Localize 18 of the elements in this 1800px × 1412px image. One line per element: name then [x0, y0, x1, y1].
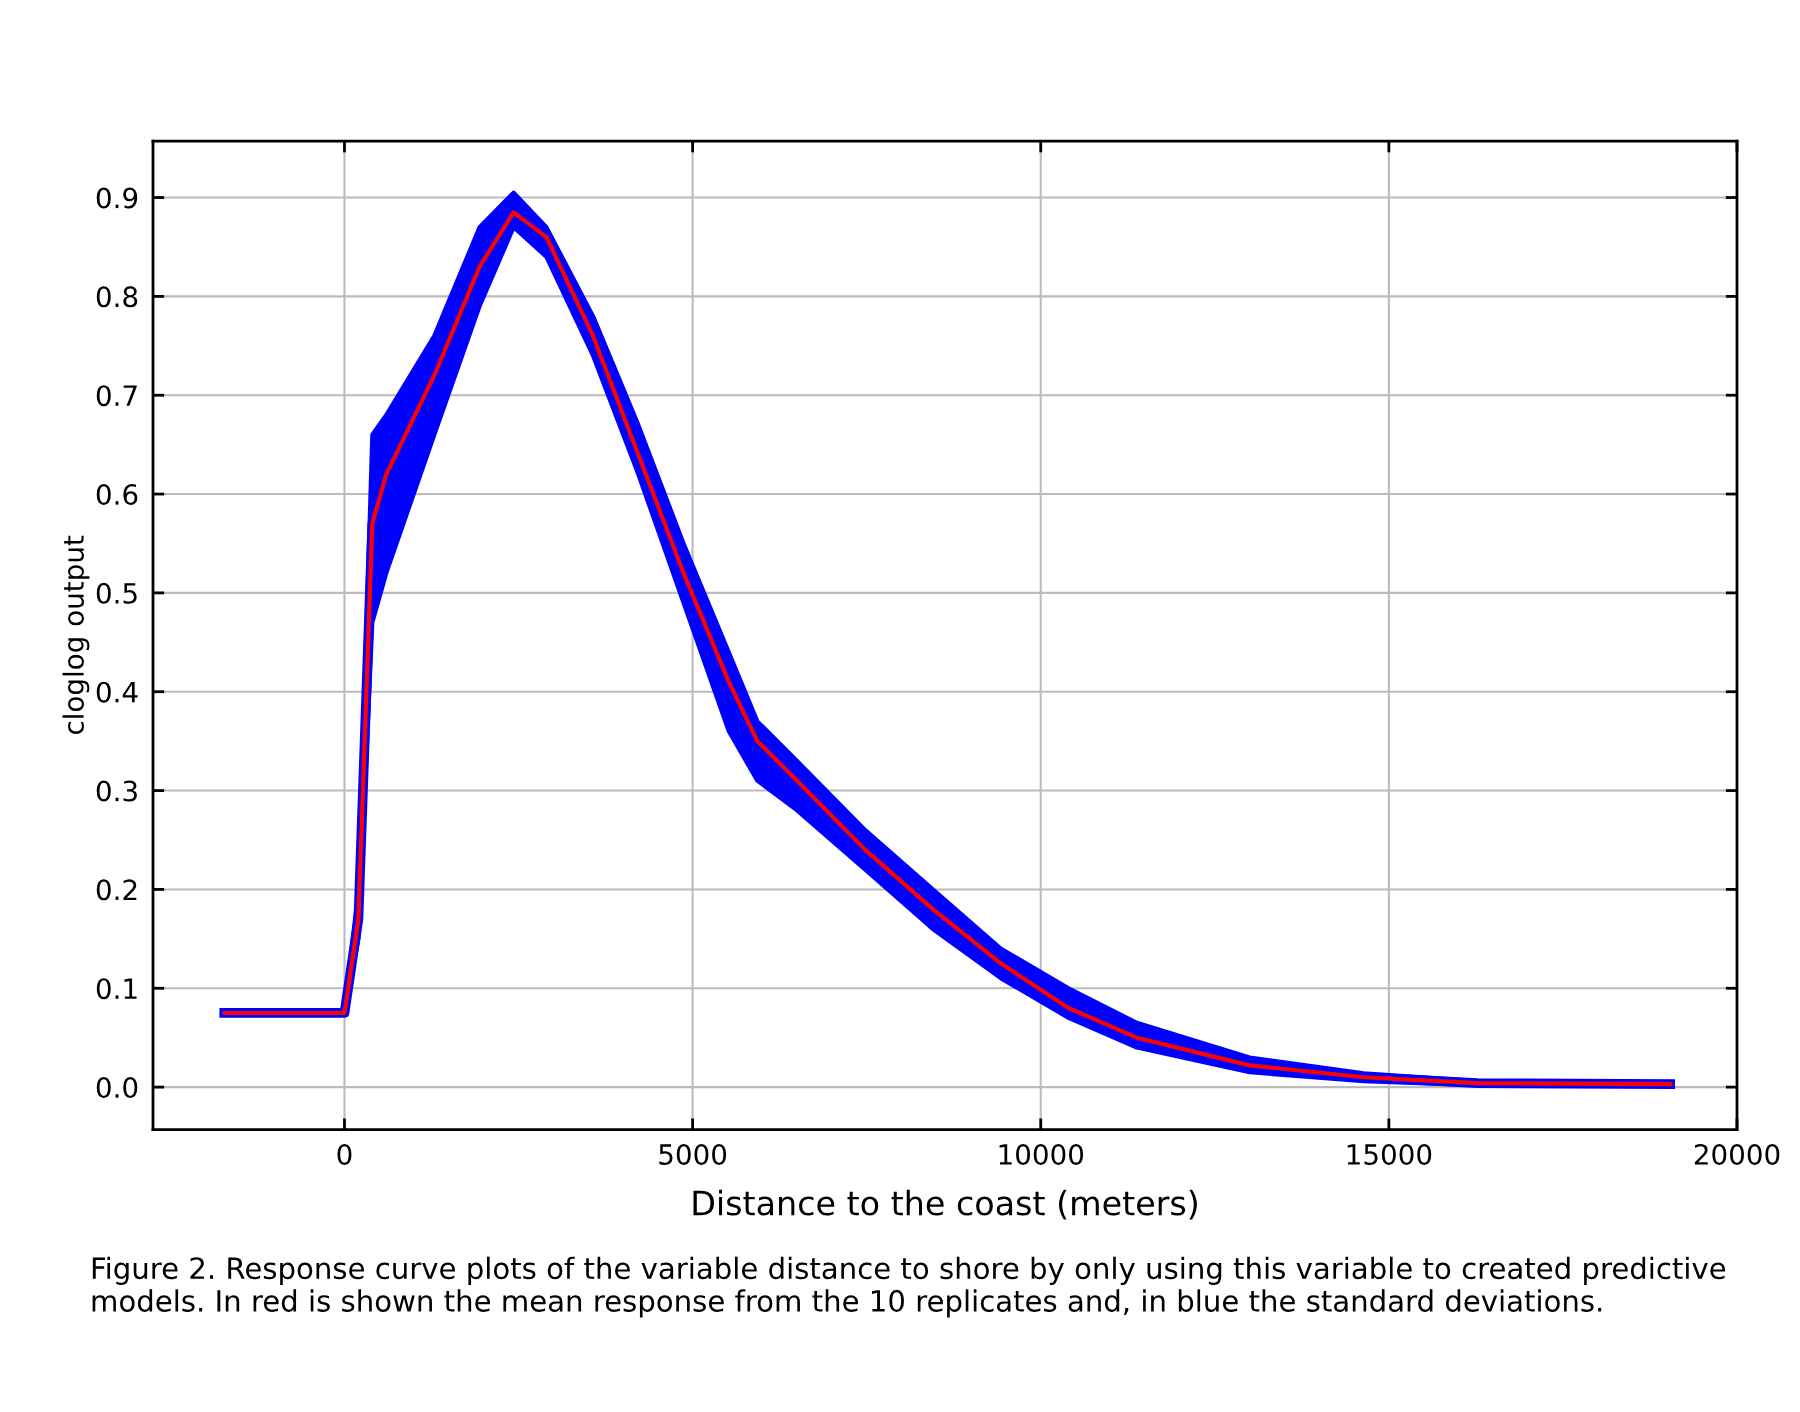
y-tick-label: 0.0: [96, 1077, 138, 1099]
y-tick-label: 0.3: [96, 780, 137, 802]
y-tick-label: 0.4: [96, 681, 138, 703]
x-tick-label: 0: [337, 1143, 352, 1165]
x-tick-label: 20000: [1694, 1143, 1780, 1165]
y-tick-label: 0.1: [96, 978, 137, 1000]
y-tick-label: 0.2: [96, 879, 137, 901]
x-tick-label: 10000: [999, 1143, 1084, 1165]
caption: Figure 2. Response curve plots of the variable distance to shore by only using this variable to created predictive models. In red is shown the mean response from the 10 replicates and, in blue the standard deviations.: [92, 1256, 1726, 1318]
y-tick-label: 0.8: [96, 286, 138, 308]
y-tick-label: 0.7: [96, 385, 137, 407]
y-tick-label: 0.6: [96, 484, 138, 506]
y-tick-label: 0.5: [96, 582, 137, 604]
y-tick-label: 0.9: [96, 187, 138, 209]
y-axis-title: cloglog output: [62, 535, 90, 735]
x-tick-label: 15000: [1347, 1143, 1432, 1165]
x-axis-title: Distance to the coast (meters): [693, 1189, 1197, 1220]
x-tick-label: 5000: [659, 1143, 727, 1165]
